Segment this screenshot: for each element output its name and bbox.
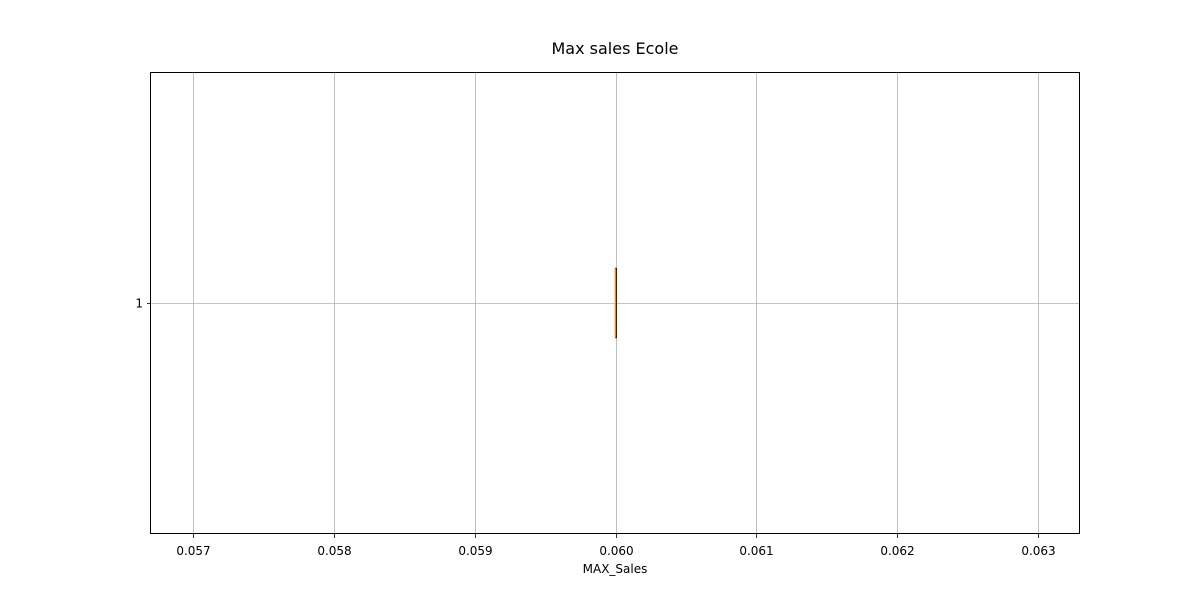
x-tick-label: 0.058 — [317, 544, 351, 558]
grid — [151, 72, 1080, 534]
x-axis: 0.057 0.058 0.059 0.060 0.061 0.062 0.063 — [176, 534, 1056, 558]
x-tick-label: 0.057 — [176, 544, 210, 558]
x-tick-label: 0.059 — [458, 544, 492, 558]
x-tick-label: 0.062 — [880, 544, 914, 558]
y-tick-label: 1 — [135, 297, 143, 311]
x-axis-title: MAX_Sales — [583, 562, 648, 576]
plot-frame — [150, 72, 1080, 534]
x-tick-label: 0.060 — [599, 544, 633, 558]
chart-title: Max sales Ecole — [552, 39, 679, 58]
box-layer — [614, 267, 617, 339]
y-axis: 1 — [135, 297, 151, 311]
x-tick-label: 0.061 — [739, 544, 773, 558]
x-tick-label: 0.063 — [1021, 544, 1055, 558]
